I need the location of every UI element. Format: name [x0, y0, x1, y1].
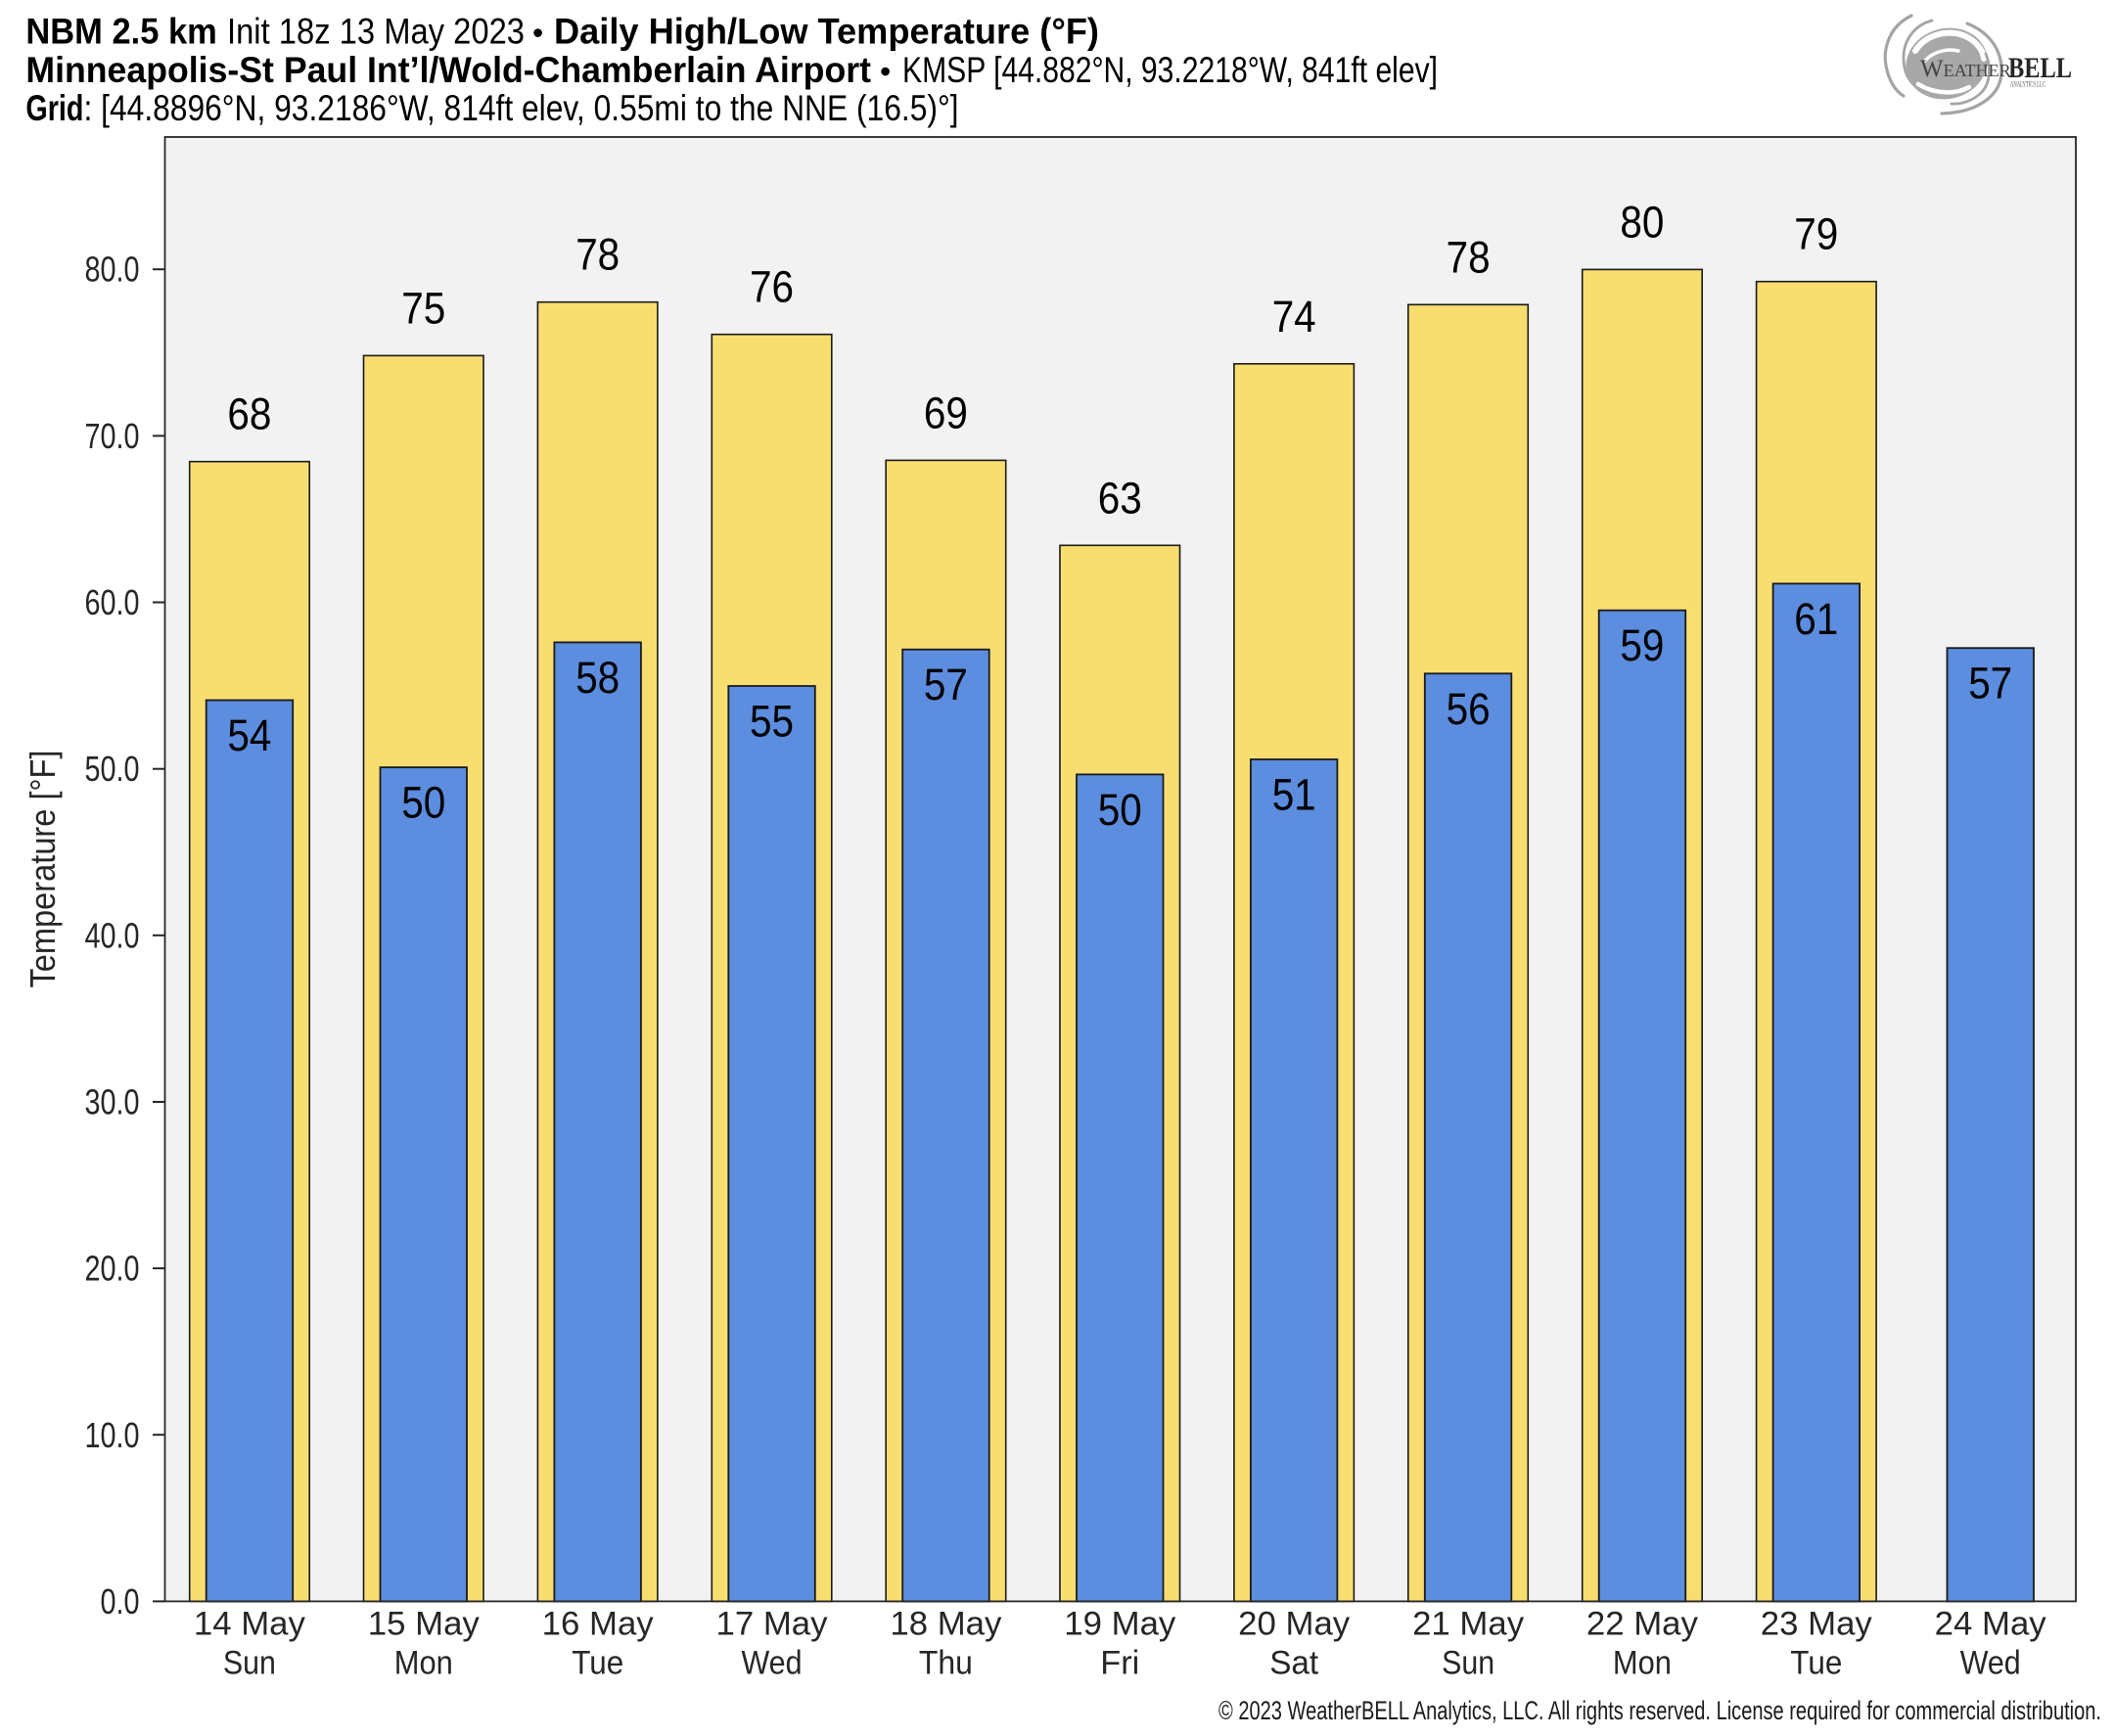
svg-text:14 May: 14 May — [194, 1606, 305, 1643]
svg-text:•: • — [532, 16, 543, 51]
svg-text:61: 61 — [1794, 594, 1838, 644]
svg-text:•: • — [880, 54, 891, 89]
svg-text:56: 56 — [1447, 684, 1491, 734]
svg-text:54: 54 — [227, 710, 271, 760]
svg-text:Wed: Wed — [742, 1645, 803, 1682]
svg-text:: [44.8896°N, 93.2186°W, 814ft: : [44.8896°N, 93.2186°W, 814ft elev, 0.5… — [84, 88, 959, 128]
svg-text:ANALYTICS LLC: ANALYTICS LLC — [2010, 79, 2045, 89]
svg-text:Fri: Fri — [1100, 1645, 1139, 1682]
svg-text:50: 50 — [401, 778, 445, 828]
svg-text:60.0: 60.0 — [85, 582, 140, 622]
svg-text:0.0: 0.0 — [101, 1581, 140, 1622]
svg-text:20 May: 20 May — [1238, 1606, 1350, 1643]
svg-text:78: 78 — [1447, 232, 1491, 282]
svg-text:24 May: 24 May — [1935, 1606, 2046, 1643]
svg-text:79: 79 — [1794, 209, 1838, 259]
svg-text:21 May: 21 May — [1412, 1606, 1524, 1643]
svg-text:40.0: 40.0 — [85, 915, 140, 955]
svg-text:Sun: Sun — [223, 1645, 276, 1682]
svg-text:76: 76 — [750, 262, 794, 312]
svg-text:59: 59 — [1620, 620, 1664, 670]
svg-text:51: 51 — [1272, 770, 1316, 820]
svg-text:58: 58 — [575, 653, 620, 703]
svg-text:Tue: Tue — [572, 1645, 623, 1682]
svg-text:10.0: 10.0 — [85, 1415, 140, 1455]
svg-text:Thu: Thu — [919, 1645, 973, 1682]
svg-text:50.0: 50.0 — [85, 749, 140, 789]
svg-text:30.0: 30.0 — [85, 1082, 140, 1122]
svg-text:80.0: 80.0 — [85, 250, 140, 290]
svg-text:WEATHER: WEATHER — [1920, 56, 2011, 82]
svg-text:75: 75 — [401, 283, 445, 333]
svg-text:Mon: Mon — [1613, 1645, 1672, 1682]
svg-text:Temperature [°F]: Temperature [°F] — [23, 751, 63, 988]
svg-text:Minneapolis-St Paul Int’l/Wold: Minneapolis-St Paul Int’l/Wold-Chamberla… — [25, 50, 871, 90]
svg-text:15 May: 15 May — [368, 1606, 480, 1643]
svg-text:KMSP [44.882°N, 93.2218°W, 841: KMSP [44.882°N, 93.2218°W, 841ft elev] — [902, 50, 1438, 90]
svg-text:Mon: Mon — [394, 1645, 453, 1682]
svg-text:80: 80 — [1620, 197, 1664, 247]
svg-text:Daily High/Low Temperature (°F: Daily High/Low Temperature (°F) — [554, 12, 1099, 52]
svg-text:© 2023 WeatherBELL Analytics,: © 2023 WeatherBELL Analytics, LLC. All r… — [1218, 1696, 2101, 1725]
svg-text:18 May: 18 May — [890, 1606, 1001, 1643]
svg-text:Tue: Tue — [1790, 1645, 1842, 1682]
svg-text:78: 78 — [575, 230, 620, 280]
svg-text:Sat: Sat — [1269, 1645, 1319, 1682]
svg-text:20.0: 20.0 — [85, 1249, 140, 1289]
svg-text:Sun: Sun — [1442, 1645, 1494, 1682]
svg-text:Init 18z 13 May 2023: Init 18z 13 May 2023 — [227, 12, 525, 52]
svg-text:70.0: 70.0 — [85, 416, 140, 456]
svg-text:55: 55 — [750, 697, 794, 747]
svg-text:Grid: Grid — [25, 88, 83, 128]
svg-text:16 May: 16 May — [542, 1606, 654, 1643]
svg-text:74: 74 — [1272, 292, 1316, 342]
svg-text:19 May: 19 May — [1064, 1606, 1175, 1643]
svg-text:BELL: BELL — [2008, 52, 2072, 84]
svg-text:57: 57 — [924, 660, 968, 709]
svg-text:23 May: 23 May — [1761, 1606, 1872, 1643]
svg-text:50: 50 — [1098, 785, 1142, 835]
svg-text:NBM 2.5 km: NBM 2.5 km — [25, 12, 216, 52]
svg-text:22 May: 22 May — [1586, 1606, 1698, 1643]
svg-text:57: 57 — [1968, 659, 2012, 708]
svg-text:Wed: Wed — [1960, 1645, 2021, 1682]
svg-text:63: 63 — [1098, 473, 1142, 523]
svg-text:68: 68 — [227, 389, 271, 439]
svg-text:17 May: 17 May — [716, 1606, 828, 1643]
svg-text:69: 69 — [924, 388, 968, 437]
